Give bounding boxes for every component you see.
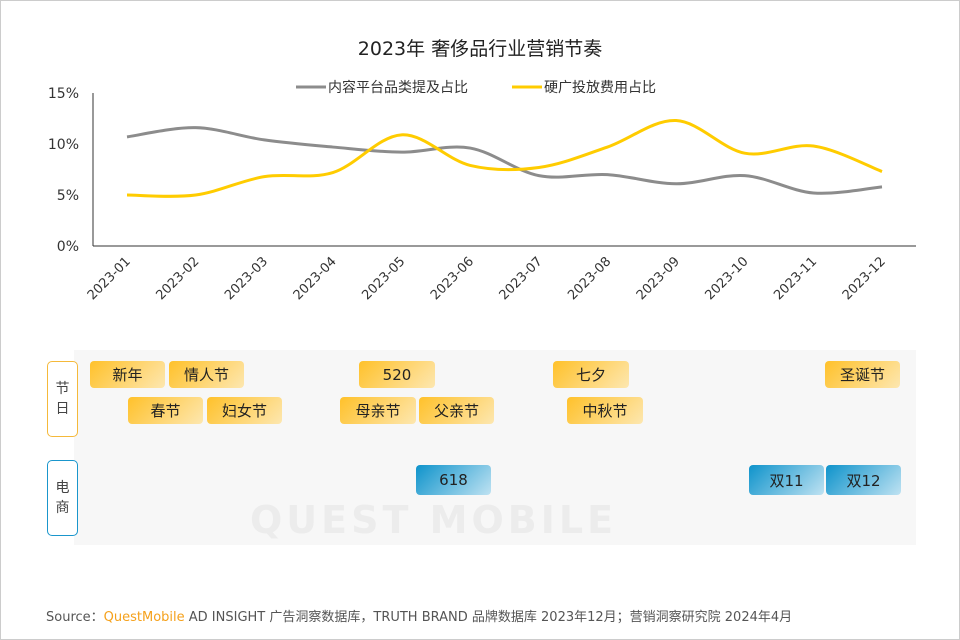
x-tick-label: 2023-09 <box>634 254 683 303</box>
x-tick-label: 2023-07 <box>497 254 546 303</box>
y-tick-label: 0% <box>57 239 79 255</box>
source-text: AD INSIGHT 广告洞察数据库，TRUTH BRAND 品牌数据库 202… <box>184 610 793 625</box>
x-tick-label: 2023-05 <box>359 254 408 303</box>
event-tag: 父亲节 <box>419 397 494 424</box>
y-tick-label: 15% <box>48 86 79 102</box>
watermark: QUEST MOBILE <box>250 498 618 542</box>
event-tag: 七夕 <box>553 361 629 388</box>
source-prefix: Source： <box>46 610 104 625</box>
event-tag: 情人节 <box>169 361 244 388</box>
x-tick-label: 2023-06 <box>428 254 477 303</box>
series-line <box>126 119 883 198</box>
holiday-label-text: 节日 <box>55 381 70 417</box>
series-line <box>126 126 883 195</box>
event-tag: 520 <box>359 361 435 388</box>
source-note: Source：QuestMobile AD INSIGHT 广告洞察数据库，TR… <box>46 606 792 625</box>
event-tag: 双12 <box>826 465 901 495</box>
event-tag: 新年 <box>90 361 165 388</box>
x-tick-label: 2023-03 <box>222 254 271 303</box>
x-tick-label: 2023-11 <box>771 254 820 303</box>
legend-label: 内容平台品类提及占比 <box>328 79 468 96</box>
event-tag: 圣诞节 <box>825 361 900 388</box>
ecommerce-label-text: 电商 <box>55 480 70 516</box>
source-brand: QuestMobile <box>103 610 185 625</box>
x-tick-label: 2023-02 <box>153 254 202 303</box>
event-tag: 中秋节 <box>567 397 643 424</box>
line-chart: 0% 5% 10% 15% 2023-01 2023-02 2023-03 2023-04 20… <box>48 79 916 303</box>
x-tick-label: 2023-08 <box>565 254 614 303</box>
x-tick-label: 2023-01 <box>85 254 134 303</box>
y-tick-label: 10% <box>48 137 79 153</box>
chart-title: 2023年 奢侈品行业营销节奏 <box>357 38 603 60</box>
event-tag: 618 <box>416 465 491 495</box>
x-tick-label: 2023-12 <box>840 254 889 303</box>
y-tick-label: 5% <box>57 188 79 204</box>
holiday-label: 节日 <box>47 361 78 437</box>
x-tick-label: 2023-10 <box>703 254 752 303</box>
event-tag: 妇女节 <box>207 397 282 424</box>
event-tag: 母亲节 <box>340 397 416 424</box>
ecommerce-label: 电商 <box>47 460 78 536</box>
event-tag: 双11 <box>749 465 824 495</box>
legend-label: 硬广投放费用占比 <box>544 80 656 96</box>
x-tick-label: 2023-04 <box>291 254 340 303</box>
event-tag: 春节 <box>128 397 203 424</box>
